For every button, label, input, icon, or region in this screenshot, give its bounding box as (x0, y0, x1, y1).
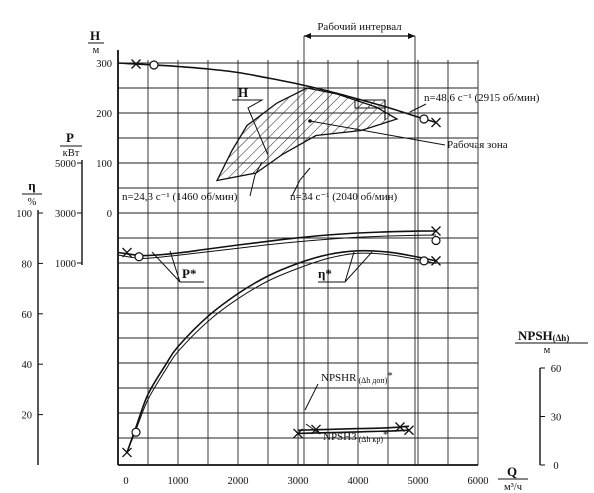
working-zone-inset (354, 99, 386, 109)
label-working-zone-leader (309, 120, 446, 146)
label-npsh3-leader (305, 423, 321, 435)
data-point-o-marker (419, 114, 429, 124)
p-axis-unit: кВт (63, 148, 80, 159)
q-tick-label: 1000 (168, 476, 189, 487)
series-line-alt (117, 234, 437, 260)
eta-axis-symbol: η (28, 178, 35, 193)
data-point-x-marker (293, 428, 303, 439)
series-0 (117, 59, 441, 128)
label-P: P* (182, 266, 196, 281)
p-tick-label: 1000 (55, 259, 76, 270)
series-line (297, 425, 410, 432)
npsh-tick-label: 60 (551, 364, 562, 375)
npsh-axis-unit: м (544, 345, 551, 356)
npsh-tick-label: 0 (553, 461, 558, 472)
npsh-tick-label: 30 (551, 413, 562, 424)
q-tick-label: 6000 (468, 476, 489, 487)
q-axis-title: Qм³/ч (498, 464, 528, 493)
q-tick-label: 5000 (408, 476, 429, 487)
label-npsh3-star: * (383, 429, 389, 441)
q-tick-label: 4000 (348, 476, 369, 487)
data-point-x-marker (131, 59, 141, 69)
h-tick-label: 0 (107, 209, 112, 220)
data-point-o-marker (131, 427, 141, 437)
series-line-alt (126, 252, 437, 453)
series-2 (122, 249, 441, 458)
p-axis-symbol: P (66, 130, 74, 145)
q-axis-unit: м³/ч (504, 482, 523, 493)
data-point-o-marker (431, 235, 441, 246)
data-point-x-marker (431, 117, 441, 128)
label-npshr: NPSHR (Δh доп)* (321, 370, 393, 385)
data-point-x-marker (122, 447, 132, 458)
q-axis-symbol: Q (507, 464, 517, 479)
data-point-x-marker (122, 247, 132, 258)
npsh-axis-symbol: NPSH(Δh) (518, 328, 569, 343)
series-1 (117, 226, 441, 262)
p-tick-label: 5000 (55, 159, 76, 170)
data-point-o-marker (419, 256, 429, 266)
label-speed-1460: n=24,3 с⁻¹ (1460 об/мин) (122, 191, 238, 203)
label-H: H (238, 85, 248, 100)
data-point-x-marker (431, 255, 441, 266)
npsh-axis-title: NPSH(Δh) м (515, 328, 588, 356)
label-npsh3-sub: (Δh кр) (357, 435, 384, 444)
eta-tick-label: 20 (22, 411, 33, 422)
label-speed-2915-leader (409, 103, 427, 113)
working-zone (215, 87, 399, 182)
eta-tick-label: 100 (16, 209, 32, 220)
chart-labels: H Рабочая зона n=24,3 с⁻¹ (1460 об/мин) n=3… (122, 85, 540, 444)
operating-interval: Рабочий интервал (304, 21, 415, 39)
chart-axes: 0 1000 2000 3000 4000 5000 6000Qм³/ч0100200300… (16, 21, 588, 493)
eta-axis-unit: % (28, 197, 37, 208)
eta-tick-label: 80 (22, 259, 33, 270)
label-eta-leader (318, 251, 373, 283)
q-tick-label: 3000 (288, 476, 309, 487)
chart-curves (117, 59, 441, 458)
h-axis-unit: м (93, 45, 100, 56)
series-line (126, 249, 437, 453)
eta-axis-title: η% (22, 178, 42, 208)
label-P-leader (151, 250, 204, 283)
npsh-axis-symbol-sub: (Δh) (553, 333, 570, 343)
data-point-x-marker (431, 226, 441, 236)
series-line (117, 230, 437, 257)
h-axis-symbol: H (90, 28, 100, 43)
label-npshr-leader (304, 383, 319, 411)
label-H-leader (232, 99, 269, 156)
label-eta: η* (318, 266, 332, 281)
label-npshr-sub: (Δh доп) (356, 376, 387, 385)
eta-tick-label: 60 (22, 310, 33, 321)
data-point-o-marker (134, 252, 144, 262)
eta-tick-label: 40 (22, 360, 33, 371)
label-working-zone-dot (308, 119, 312, 123)
h-tick-label: 100 (96, 159, 112, 170)
h-tick-label: 300 (96, 59, 112, 70)
data-point-x-marker (404, 425, 414, 436)
label-speed-2040-leader (291, 167, 311, 197)
h-tick-label: 200 (96, 109, 112, 120)
q-tick-label: 0 (123, 476, 128, 487)
label-speed-2040: n=34 с⁻¹ (2040 об/мин) (290, 191, 397, 203)
p-tick-label: 3000 (55, 209, 76, 220)
h-axis-title: Hм (88, 28, 104, 56)
operating-interval-label: Рабочий интервал (317, 21, 402, 33)
label-working-zone: Рабочая зона (447, 139, 508, 151)
label-npshr-star: * (387, 370, 393, 382)
label-speed-2915: n=48,6 с⁻¹ (2915 об/мин) (424, 92, 540, 104)
label-speed-1460-leader (249, 161, 263, 197)
q-tick-label: 2000 (228, 476, 249, 487)
data-point-o-marker (149, 60, 159, 70)
